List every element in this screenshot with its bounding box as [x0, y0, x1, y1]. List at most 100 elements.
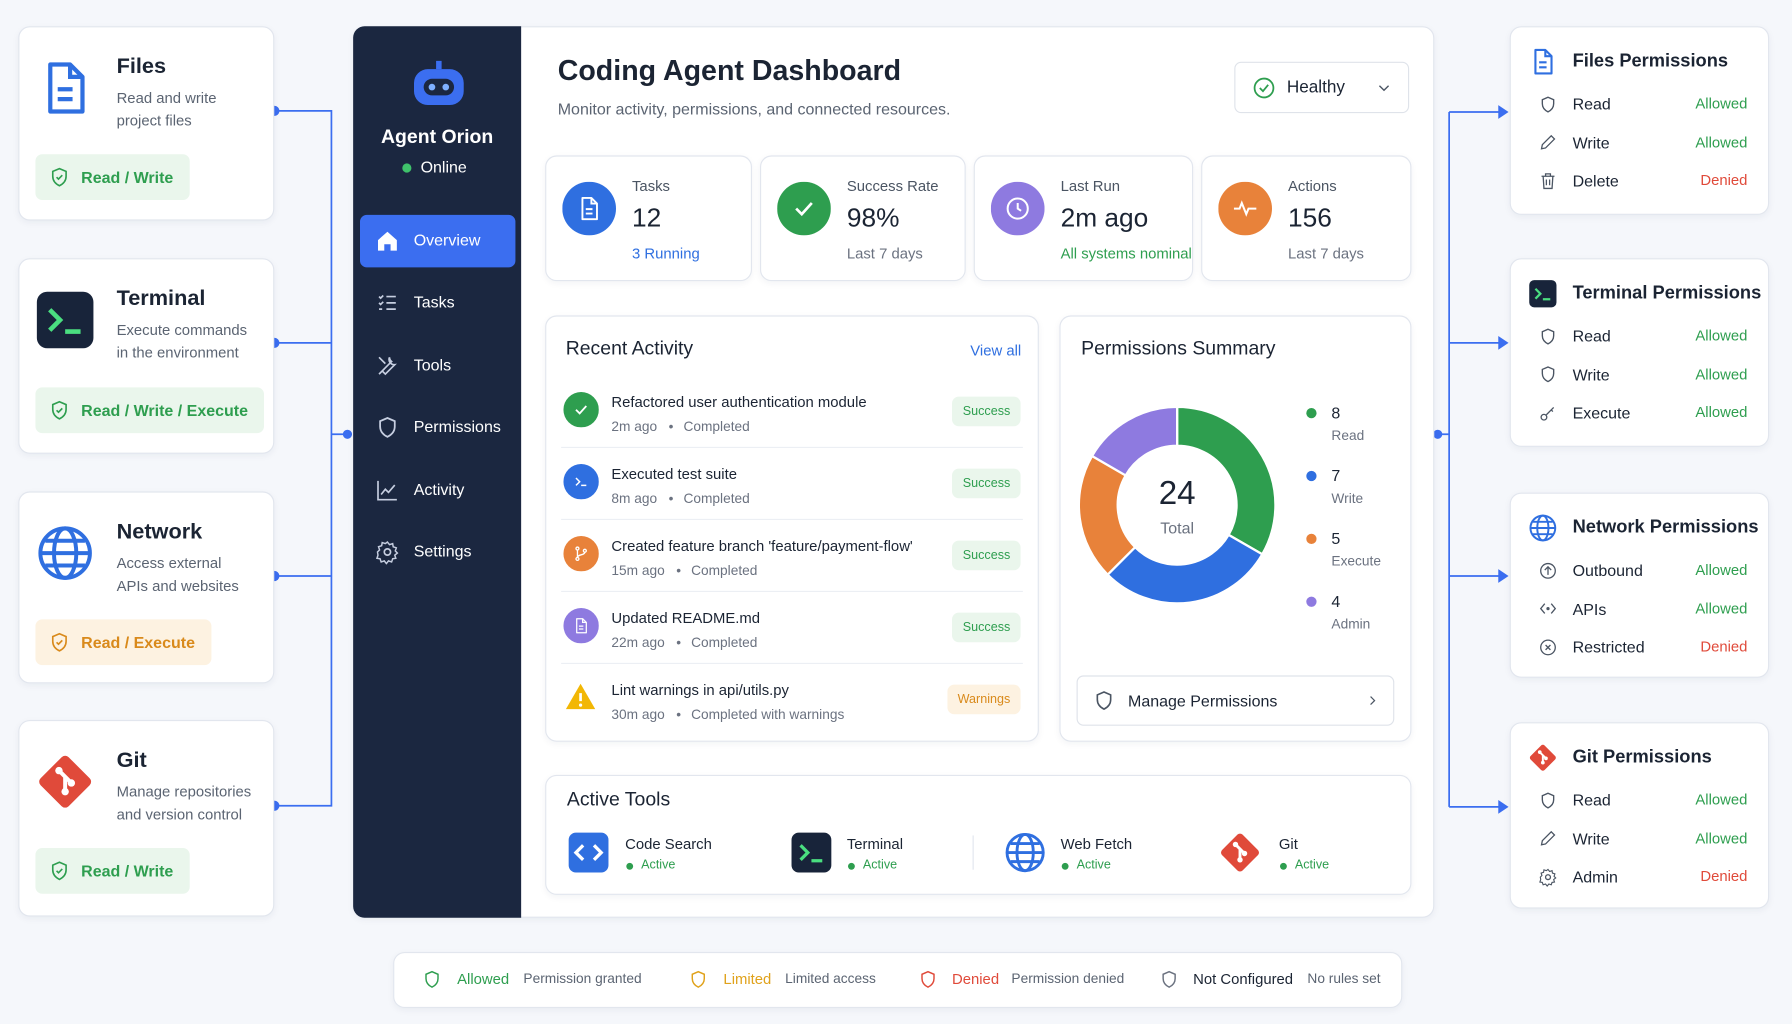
icon-shape: [574, 545, 580, 551]
stat-sub: 3 Running: [631, 244, 700, 262]
icon-shape: [383, 548, 392, 556]
status-badge: Success: [952, 396, 1021, 427]
icon-shape: [1006, 196, 1029, 220]
nav-label: Settings: [413, 541, 472, 560]
icon: [1539, 603, 1556, 614]
icon-shape: [578, 703, 583, 707]
segment-label: Admin: [1331, 615, 1371, 632]
icon-shape: [1541, 791, 1554, 809]
status-dropdown[interactable]: [1234, 61, 1410, 114]
status-badge: Success: [952, 612, 1021, 643]
manage-button[interactable]: [1076, 675, 1395, 726]
icon-shape: [1232, 841, 1239, 848]
tool-name: Terminal: [846, 835, 903, 853]
status-dot: [402, 163, 412, 173]
icon-shape: [1530, 520, 1556, 536]
icon-shape: [562, 391, 599, 427]
resource-desc: and version control: [116, 805, 243, 823]
tool-status: Active: [641, 858, 676, 872]
segment-label: Read: [1331, 427, 1365, 444]
legend-desc: No rules set: [1307, 970, 1381, 987]
icon-shape: [425, 970, 439, 988]
icon-shape: [1538, 868, 1556, 887]
stat-value: 98%: [846, 202, 900, 232]
icon-shape: [379, 417, 396, 438]
resource-desc: Access external: [116, 554, 222, 572]
icon: [379, 417, 396, 438]
view-all-link[interactable]: View all: [970, 341, 1022, 359]
stat-label: Actions: [1287, 177, 1337, 195]
nav-label: Activity: [413, 479, 465, 499]
permission-name: Write: [1572, 133, 1610, 152]
permission-state: Allowed: [1695, 94, 1748, 112]
segment-value: 4: [1331, 591, 1341, 611]
right-connectors: [1437, 111, 1500, 808]
activity-title-text: Updated README.md: [611, 609, 761, 627]
icon-shape: [61, 787, 69, 796]
permission-state: Denied: [1700, 171, 1748, 189]
icon-shape: [574, 404, 587, 415]
icon: [375, 541, 399, 565]
panel-title: Terminal Permissions: [1572, 283, 1762, 303]
icon-shape: [575, 617, 587, 633]
permission-badge: Read / Write: [35, 847, 190, 894]
donut-segment: [1090, 405, 1179, 477]
donut-total-label: Total: [1160, 518, 1195, 538]
icon-shape: [1539, 49, 1552, 69]
stat-sub: Last 7 days: [846, 244, 923, 262]
icon: [1221, 833, 1259, 872]
arrowheads: [1498, 105, 1509, 814]
icon: [1005, 833, 1045, 873]
icon-shape: [791, 832, 832, 873]
icon-shape: [574, 476, 586, 486]
activity-status: Completed: [691, 634, 758, 651]
icon-shape: [1537, 750, 1542, 754]
resource-desc: APIs and websites: [116, 577, 239, 595]
icon-shape: [1545, 606, 1550, 611]
icon-shape: [51, 861, 67, 881]
activity-title: Recent Activity: [565, 337, 694, 359]
icon: [1539, 562, 1556, 579]
permission-panel: [1509, 26, 1770, 215]
icon-shape: [1544, 873, 1551, 880]
segment-label: Execute: [1331, 553, 1381, 570]
icon: [776, 181, 831, 235]
dashboard-subtitle: Monitor activity, permissions, and conne…: [557, 99, 951, 118]
icon-shape: [377, 231, 397, 251]
icon-shape: [1543, 565, 1552, 575]
resource-title: Git: [116, 748, 147, 773]
icon-shape: [1006, 196, 1029, 220]
segment-value: 8: [1331, 403, 1341, 422]
legend-desc: Permission denied: [1011, 970, 1125, 987]
icon: [565, 683, 596, 710]
permission-name: Read: [1572, 326, 1611, 346]
icon-shape: [55, 868, 63, 874]
resource-desc: project files: [116, 111, 192, 130]
icon-shape: [921, 970, 935, 988]
tool-name: Git: [1278, 835, 1298, 853]
status-badge: Warnings: [947, 684, 1021, 715]
icon-shape: [51, 400, 67, 420]
icon: [378, 356, 397, 376]
agent-name: Agent Orion: [381, 125, 494, 148]
resource-desc: Manage repositories: [116, 782, 252, 800]
icon-shape: [1545, 406, 1554, 415]
icon-shape: [1259, 84, 1269, 93]
icon-shape: [1539, 638, 1556, 655]
icon-shape: [375, 541, 399, 565]
separator-dot: •: [676, 706, 682, 723]
permission-state: Denied: [1700, 637, 1748, 655]
icon-shape: [1534, 287, 1551, 301]
icon: [561, 181, 616, 235]
icon-shape: [36, 291, 94, 349]
permission-panel: [1509, 722, 1770, 909]
icon-shape: [1529, 280, 1557, 308]
separator-dot: •: [668, 418, 674, 435]
legend-desc: Permission granted: [523, 970, 642, 987]
icon-shape: [1541, 95, 1554, 113]
icon-shape: [1540, 760, 1545, 765]
legend-dot: [1306, 533, 1317, 544]
icon: [1529, 514, 1557, 542]
icon-shape: [48, 308, 81, 334]
icon: [1534, 48, 1553, 75]
